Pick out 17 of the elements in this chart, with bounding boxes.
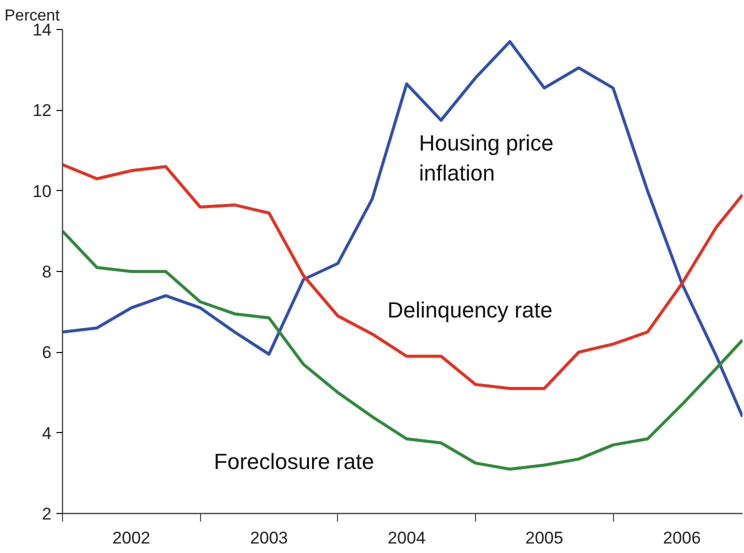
line-series xyxy=(62,40,742,418)
y-tick-label: 8 xyxy=(42,262,52,282)
y-tick-label: 12 xyxy=(32,101,52,120)
y-tick-label: 4 xyxy=(42,424,52,443)
x-tick-label: 2006 xyxy=(663,528,701,548)
series-label: Foreclosure rate xyxy=(214,448,374,474)
y-tick-label: 10 xyxy=(32,182,52,201)
series-label: Housing price inflation xyxy=(419,130,554,186)
x-tick-label: 2004 xyxy=(388,528,426,548)
x-tick-label: 2002 xyxy=(112,528,150,548)
x-tick-label: 2003 xyxy=(250,528,288,548)
x-tick-label: 2005 xyxy=(525,528,564,548)
line-series xyxy=(62,230,742,471)
y-tick-label: 2 xyxy=(42,504,52,524)
line-series xyxy=(62,163,742,390)
series-label: Delinquency rate xyxy=(387,298,552,323)
y-tick-label: 6 xyxy=(42,343,52,362)
